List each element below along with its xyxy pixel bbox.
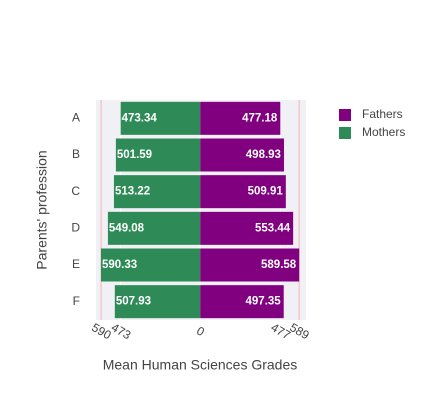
bar: [100, 248, 201, 282]
bar: [200, 248, 300, 282]
value-label: 513.22: [115, 186, 150, 198]
legend-label: Fathers: [362, 107, 403, 121]
y-tick-label: F: [73, 294, 80, 308]
value-label: 590.33: [102, 259, 137, 271]
bar: [200, 175, 286, 209]
x-tick-label: 0: [194, 324, 207, 340]
value-label: 498.93: [246, 149, 281, 161]
value-label: 589.58: [261, 259, 297, 271]
value-label: 549.08: [109, 222, 145, 234]
y-tick-label: A: [72, 111, 80, 125]
value-label: 473.34: [122, 112, 158, 124]
x-tick-label: 473: [109, 320, 134, 342]
value-label: 477.18: [242, 112, 278, 124]
value-label: 497.35: [246, 296, 282, 308]
y-tick-label: B: [72, 147, 80, 161]
bar: [113, 175, 201, 209]
value-label: 501.59: [117, 149, 152, 161]
y-axis-title: Parents' profession: [34, 150, 50, 269]
bar: [107, 211, 201, 245]
legend-label: Mothers: [362, 125, 405, 139]
bar: [200, 138, 284, 172]
legend-swatch: [339, 109, 351, 121]
bar: [115, 138, 201, 172]
y-tick-label: D: [71, 221, 80, 235]
bar: [114, 285, 201, 319]
value-label: 553.44: [255, 222, 291, 234]
plot-background: [96, 100, 306, 320]
value-label: 509.91: [248, 186, 284, 198]
bar: [120, 101, 201, 135]
y-tick-label: E: [72, 257, 80, 271]
y-tick-label: C: [71, 184, 80, 198]
x-axis-title: Mean Human Sciences Grades: [103, 357, 298, 373]
bar: [200, 211, 294, 245]
bar: [200, 285, 284, 319]
x-tick-label: 589: [287, 320, 312, 342]
bar: [200, 101, 281, 135]
value-label: 507.93: [116, 296, 151, 308]
legend-swatch: [339, 127, 351, 139]
